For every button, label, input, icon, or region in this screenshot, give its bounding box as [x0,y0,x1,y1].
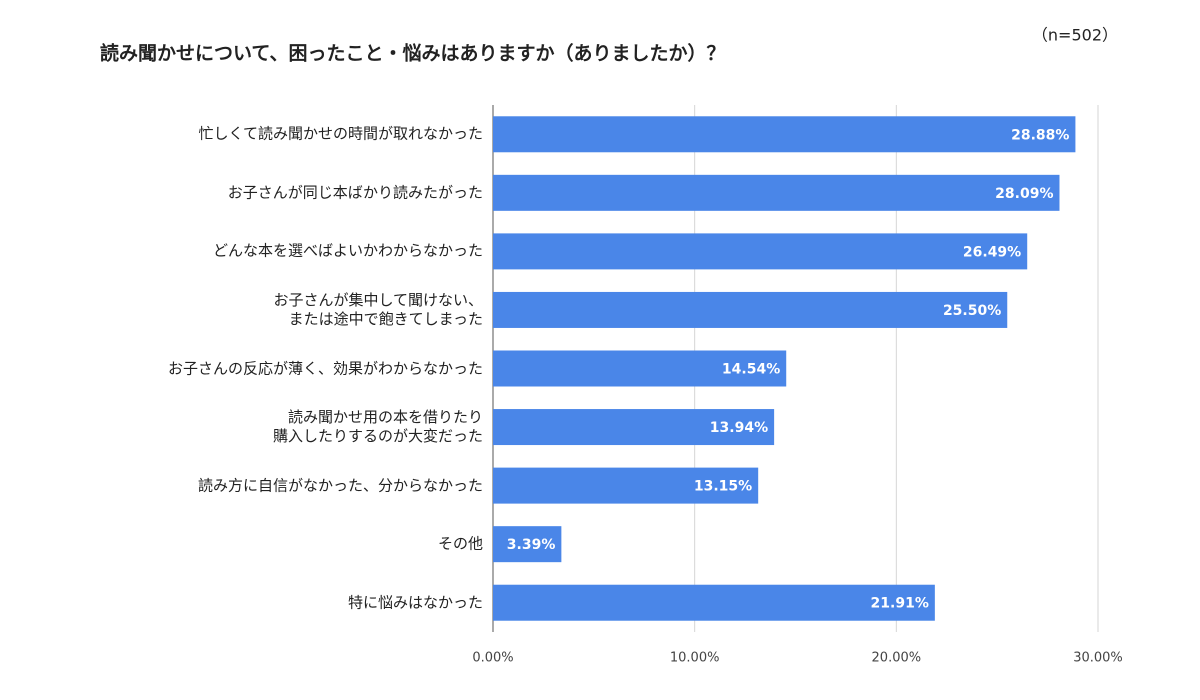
bar [493,350,787,387]
bar [493,116,1076,153]
x-tick-label: 20.00% [872,651,922,666]
value-label: 26.49% [963,244,1021,260]
bar [493,526,562,563]
y-tick-label: その他 [437,534,483,553]
value-label: 21.91% [871,596,929,612]
bar [493,174,1060,211]
y-tick-label: 忙しくて読み聞かせの時間が取れなかった [198,124,483,143]
bar [493,409,775,446]
bar [493,291,1008,328]
annotation: （n=502） [1032,26,1118,45]
value-label: 13.15% [694,479,752,495]
y-tick-label: 読み方に自信がなかった、分からなかった [197,476,483,495]
y-tick-label: お子さんが集中して聞けない、 または途中で飽きてしまった [273,290,483,328]
bar [493,584,935,621]
bar [493,467,759,504]
value-label: 25.50% [943,303,1001,319]
y-tick-label: 読み聞かせ用の本を借りたり 購入したりするのが大変だった [272,408,483,446]
x-tick-label: 30.00% [1073,651,1123,666]
value-label: 14.54% [722,362,780,378]
y-tick-label: お子さんの反応が薄く、効果がわからなかった [167,359,483,377]
bar [493,233,1028,270]
x-tick-label: 10.00% [670,651,720,666]
value-label: 28.09% [995,186,1053,202]
y-tick-label: 特に悩みはなかった [347,593,483,612]
value-label: 28.88% [1011,127,1069,143]
chart-title: 読み聞かせについて、困ったこと・悩みはありますか（ありましたか）？ [100,42,725,65]
x-tick-label: 0.00% [472,651,513,666]
value-label: 3.39% [507,537,556,553]
value-label: 13.94% [710,420,768,436]
y-tick-label: どんな本を選べばよいかわからなかった [212,241,483,260]
y-tick-label: お子さんが同じ本ばかり読みたがった [227,183,483,202]
